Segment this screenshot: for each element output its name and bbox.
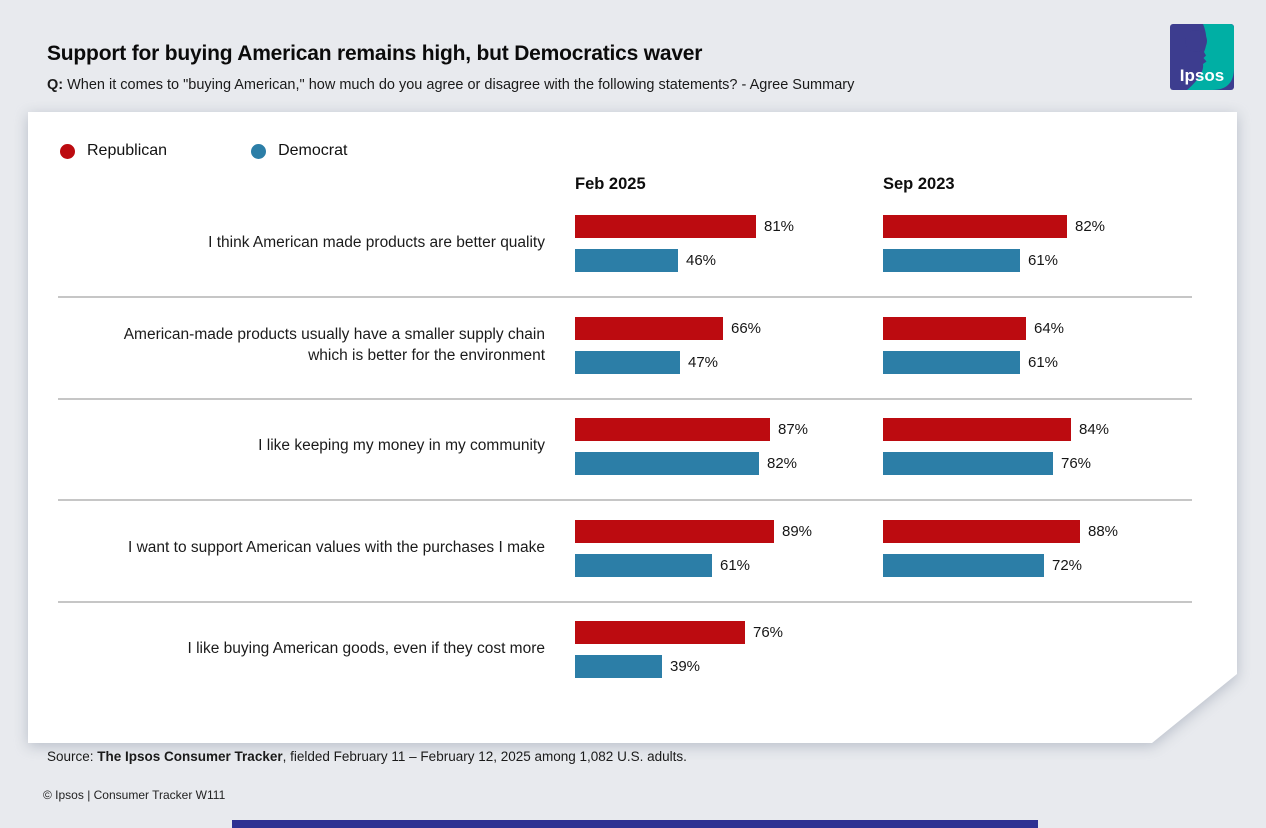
bar-fill [883, 215, 1067, 238]
statement-label: American-made products usually have a sm… [123, 326, 545, 364]
bar-value-label: 61% [1028, 354, 1059, 371]
bar-fill [575, 249, 678, 272]
statement-row: I want to support American values with t… [28, 510, 1237, 601]
bar-fill [883, 249, 1020, 272]
bar-value-label: 61% [1028, 252, 1059, 269]
question-prefix: Q: [47, 77, 64, 93]
republican-bar-feb-2025: 87% [575, 418, 808, 441]
bar-fill [575, 452, 759, 475]
republican-bar-feb-2025: 81% [575, 215, 794, 238]
bar-value-label: 81% [764, 218, 795, 235]
democrat-bar-feb-2025: 82% [575, 452, 797, 475]
bottom-accent-bar [232, 820, 1038, 828]
bar-value-label: 82% [1075, 218, 1106, 235]
statement-label: I like buying American goods, even if th… [187, 640, 545, 658]
source-note: Source: The Ipsos Consumer Tracker, fiel… [47, 749, 687, 764]
republican-bar-sep-2023: 82% [883, 215, 1105, 238]
bar-fill [883, 351, 1020, 374]
bar-fill [575, 317, 723, 340]
statement-row: American-made products usually have a sm… [28, 307, 1237, 398]
democrat-bar-sep-2023: 61% [883, 249, 1058, 272]
bar-value-label: 66% [731, 320, 762, 337]
bar-value-label: 39% [670, 658, 701, 675]
bar-value-label: 87% [778, 421, 809, 438]
bar-value-label: 64% [1034, 320, 1065, 337]
logo-wordmark: Ipsos [1180, 66, 1224, 85]
bar-value-label: 88% [1088, 523, 1119, 540]
bar-value-label: 72% [1052, 557, 1083, 574]
copyright-note: © Ipsos | Consumer Tracker W111 [43, 788, 226, 802]
bar-fill [883, 520, 1080, 543]
statement-row: I like buying American goods, even if th… [28, 611, 1237, 702]
row-separator [58, 601, 1192, 603]
ipsos-logo: Ipsos [1170, 24, 1234, 90]
bar-value-label: 84% [1079, 421, 1110, 438]
republican-bar-sep-2023: 64% [883, 317, 1064, 340]
bar-fill [883, 554, 1044, 577]
democrat-bar-feb-2025: 39% [575, 655, 700, 678]
legend-label-republican: Republican [87, 142, 168, 159]
bar-fill [575, 655, 662, 678]
column-header-sep-2023: Sep 2023 [883, 175, 955, 193]
legend-label-democrat: Democrat [278, 142, 348, 159]
legend-item-republican: Republican [60, 142, 167, 160]
legend-item-democrat: Democrat [251, 142, 347, 160]
source-title: The Ipsos Consumer Tracker [97, 749, 283, 764]
republican-dot-icon [60, 144, 75, 159]
bar-value-label: 82% [767, 455, 798, 472]
democrat-dot-icon [251, 144, 266, 159]
bar-fill [575, 520, 774, 543]
bar-value-label: 89% [782, 523, 813, 540]
bar-fill [883, 452, 1053, 475]
statement-row: I like keeping my money in my community 8… [28, 408, 1237, 499]
ipsos-logo-image: Ipsos [1170, 24, 1234, 90]
bar-value-label: 61% [720, 557, 751, 574]
source-prefix: Source: [47, 749, 98, 764]
chart-card-shadow: Republican Democrat Feb 2025 Sep 2023 I … [28, 112, 1237, 743]
logo-face-split [1187, 24, 1234, 90]
bar-value-label: 46% [686, 252, 717, 269]
chart-rows: I think American made products are bette… [28, 112, 1237, 743]
republican-bar-sep-2023: 84% [883, 418, 1109, 441]
bar-fill [575, 621, 745, 644]
source-rest: , fielded February 11 – February 12, 202… [282, 749, 687, 764]
bar-fill [575, 554, 712, 577]
column-header-feb-2025: Feb 2025 [575, 175, 646, 193]
question-text: Q: When it comes to "buying American," ho… [47, 77, 854, 93]
row-separator [58, 296, 1192, 298]
democrat-bar-sep-2023: 72% [883, 554, 1082, 577]
bar-value-label: 76% [1061, 455, 1092, 472]
row-separator [58, 398, 1192, 400]
republican-bar-sep-2023: 88% [883, 520, 1118, 543]
republican-bar-feb-2025: 76% [575, 621, 783, 644]
republican-bar-feb-2025: 66% [575, 317, 761, 340]
question-body: When it comes to "buying American," how … [67, 77, 855, 93]
logo-hair [1185, 30, 1207, 52]
chart-card: Republican Democrat Feb 2025 Sep 2023 I … [28, 112, 1237, 743]
bar-fill [575, 215, 756, 238]
statement-label: I want to support American values with t… [128, 539, 545, 557]
bar-fill [883, 317, 1026, 340]
statement-label: I like keeping my money in my community [258, 437, 545, 455]
democrat-bar-feb-2025: 47% [575, 351, 718, 374]
democrat-bar-sep-2023: 76% [883, 452, 1091, 475]
statement-label: I think American made products are bette… [208, 234, 545, 252]
democrat-bar-feb-2025: 61% [575, 554, 750, 577]
bar-fill [575, 418, 770, 441]
bar-fill [575, 351, 680, 374]
republican-bar-feb-2025: 89% [575, 520, 812, 543]
bar-value-label: 47% [688, 354, 719, 371]
bar-fill [883, 418, 1071, 441]
legend: Republican Democrat [60, 142, 347, 160]
bar-value-label: 76% [753, 624, 784, 641]
democrat-bar-sep-2023: 61% [883, 351, 1058, 374]
row-separator [58, 499, 1192, 501]
page-title: Support for buying American remains high… [47, 42, 703, 65]
democrat-bar-feb-2025: 46% [575, 249, 716, 272]
statement-row: I think American made products are bette… [28, 205, 1237, 296]
